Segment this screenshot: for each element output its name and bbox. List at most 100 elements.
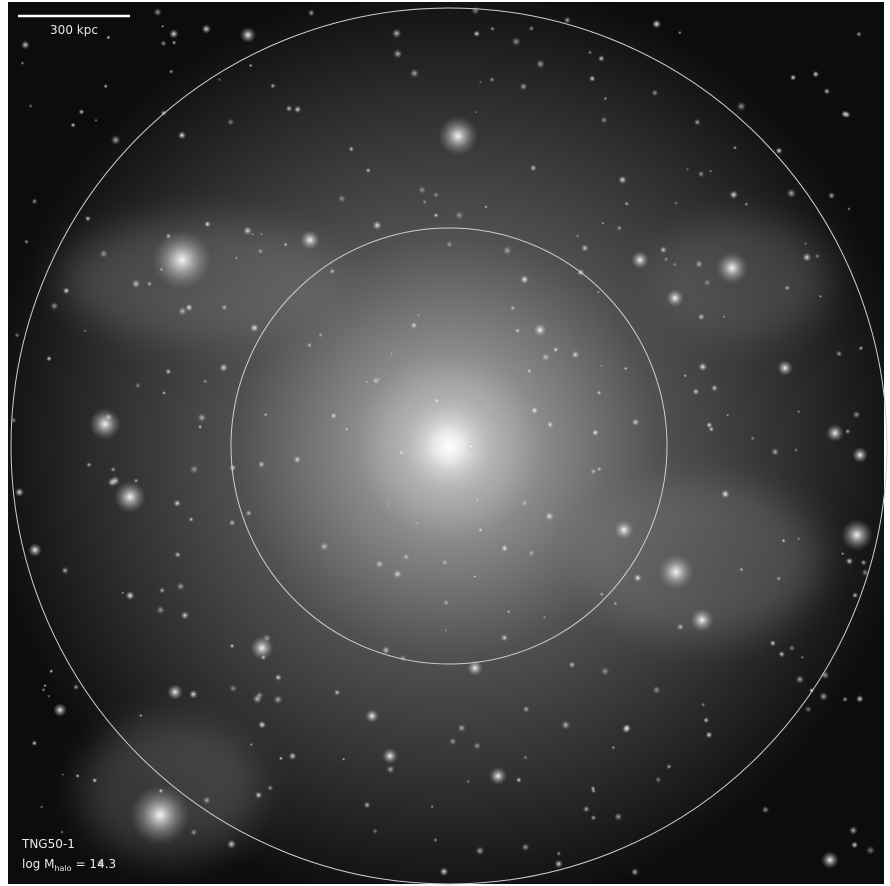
- galaxy: [227, 118, 235, 126]
- galaxy: [103, 84, 108, 89]
- galaxy: [105, 413, 113, 421]
- galaxy: [410, 322, 418, 330]
- galaxy: [288, 752, 296, 760]
- galaxy: [393, 49, 402, 58]
- galaxy: [828, 192, 835, 199]
- galaxy: [591, 815, 597, 821]
- galaxy: [516, 777, 522, 783]
- galaxy: [737, 102, 746, 111]
- galaxy: [174, 551, 181, 558]
- galaxy: [75, 774, 80, 779]
- galaxy: [701, 702, 706, 707]
- galaxy: [678, 31, 682, 35]
- galaxy: [698, 362, 707, 371]
- galaxy: [618, 175, 627, 184]
- galaxy: [275, 674, 282, 681]
- galaxy: [240, 27, 256, 43]
- galaxy: [521, 843, 529, 851]
- galaxy: [541, 353, 550, 362]
- page: TNG50-1 {"scale_bar": {"label": "300 kpc…: [0, 0, 890, 886]
- galaxy: [161, 25, 164, 28]
- galaxy: [866, 846, 875, 855]
- galaxy: [260, 654, 266, 660]
- galaxy: [178, 131, 186, 139]
- galaxy: [600, 592, 604, 596]
- simulation-image: 300 kpc TNG50-1 log Mhalo= 14.3: [0, 0, 890, 886]
- galaxy: [433, 838, 437, 842]
- galaxy: [611, 746, 615, 750]
- galaxy: [692, 388, 699, 395]
- galaxy: [61, 773, 64, 776]
- galaxy: [623, 724, 632, 733]
- galaxy: [185, 304, 193, 312]
- galaxy: [652, 19, 661, 28]
- galaxy: [528, 550, 535, 557]
- galaxy: [430, 805, 433, 808]
- galaxy: [190, 829, 197, 836]
- galaxy: [698, 313, 706, 321]
- galaxy: [660, 246, 668, 254]
- galaxy: [568, 661, 575, 668]
- galaxy: [130, 785, 190, 845]
- galaxy: [709, 170, 712, 173]
- galaxy: [422, 200, 427, 205]
- galaxy: [134, 478, 139, 483]
- galaxy: [802, 253, 811, 262]
- galaxy: [543, 616, 546, 619]
- galaxy: [614, 520, 634, 540]
- galaxy: [264, 413, 268, 417]
- galaxy: [501, 634, 509, 642]
- galaxy: [258, 248, 264, 254]
- galaxy: [377, 377, 381, 381]
- galaxy: [781, 538, 786, 543]
- galaxy: [554, 860, 563, 869]
- galaxy: [46, 356, 52, 362]
- galaxy: [258, 721, 266, 729]
- galaxy: [455, 211, 464, 220]
- galaxy: [826, 424, 844, 442]
- galaxy: [597, 290, 601, 294]
- galaxy: [165, 368, 172, 375]
- galaxy: [188, 517, 194, 523]
- galaxy: [165, 233, 171, 239]
- galaxy: [564, 16, 572, 24]
- galaxy: [666, 289, 684, 307]
- galaxy: [204, 221, 211, 228]
- galaxy: [703, 717, 709, 723]
- galaxy: [85, 216, 91, 222]
- galaxy: [71, 123, 76, 128]
- galaxy: [229, 519, 236, 526]
- galaxy: [154, 8, 162, 16]
- galaxy: [398, 449, 406, 457]
- galaxy: [63, 287, 70, 294]
- galaxy: [438, 116, 478, 156]
- galaxy: [507, 610, 511, 614]
- galaxy: [819, 692, 828, 701]
- galaxy: [841, 110, 849, 118]
- galaxy: [443, 599, 450, 606]
- simulation-name: TNG50-1: [21, 837, 75, 851]
- galaxy: [631, 868, 639, 876]
- galaxy: [365, 709, 379, 723]
- galaxy: [203, 379, 207, 383]
- galaxy: [181, 611, 190, 620]
- galaxy: [250, 323, 259, 332]
- galaxy: [591, 789, 596, 794]
- galaxy: [561, 720, 570, 729]
- galaxy: [597, 390, 602, 395]
- galaxy: [386, 765, 395, 774]
- galaxy: [576, 234, 580, 238]
- galaxy: [590, 468, 597, 475]
- galaxy: [484, 205, 488, 209]
- galaxy: [467, 442, 475, 450]
- galaxy: [47, 694, 51, 698]
- galaxy: [674, 201, 678, 205]
- galaxy: [633, 574, 642, 583]
- galaxy: [784, 285, 790, 291]
- galaxy: [363, 801, 370, 808]
- galaxy: [856, 695, 864, 703]
- galaxy: [770, 640, 777, 647]
- galaxy: [197, 413, 206, 422]
- galaxy: [812, 71, 819, 78]
- galaxy: [521, 499, 529, 507]
